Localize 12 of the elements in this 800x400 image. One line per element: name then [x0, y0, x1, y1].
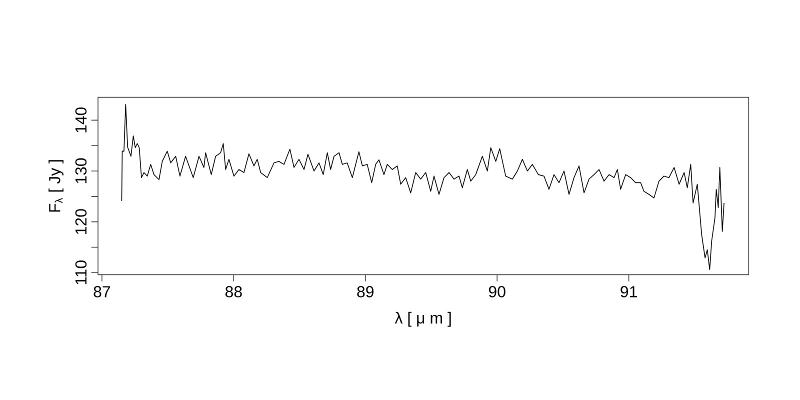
x-tick-label: 88 — [225, 286, 242, 298]
y-tick-label: 120 — [75, 209, 87, 234]
y-tick-label: 140 — [75, 107, 87, 132]
y-axis-title: F$_{λ}$ [ Jy ] — [48, 160, 64, 212]
x-axis-title: λ [ μ m ] — [394, 312, 451, 327]
x-tick-label: 91 — [620, 286, 637, 298]
y-tick-label: 130 — [75, 158, 87, 184]
line-series — [121, 104, 724, 270]
y-tick-label: 110 — [75, 260, 87, 284]
x-tick-label: 87 — [94, 286, 110, 298]
x-tick-label: 90 — [488, 286, 506, 298]
x-tick-label: 89 — [357, 286, 374, 298]
